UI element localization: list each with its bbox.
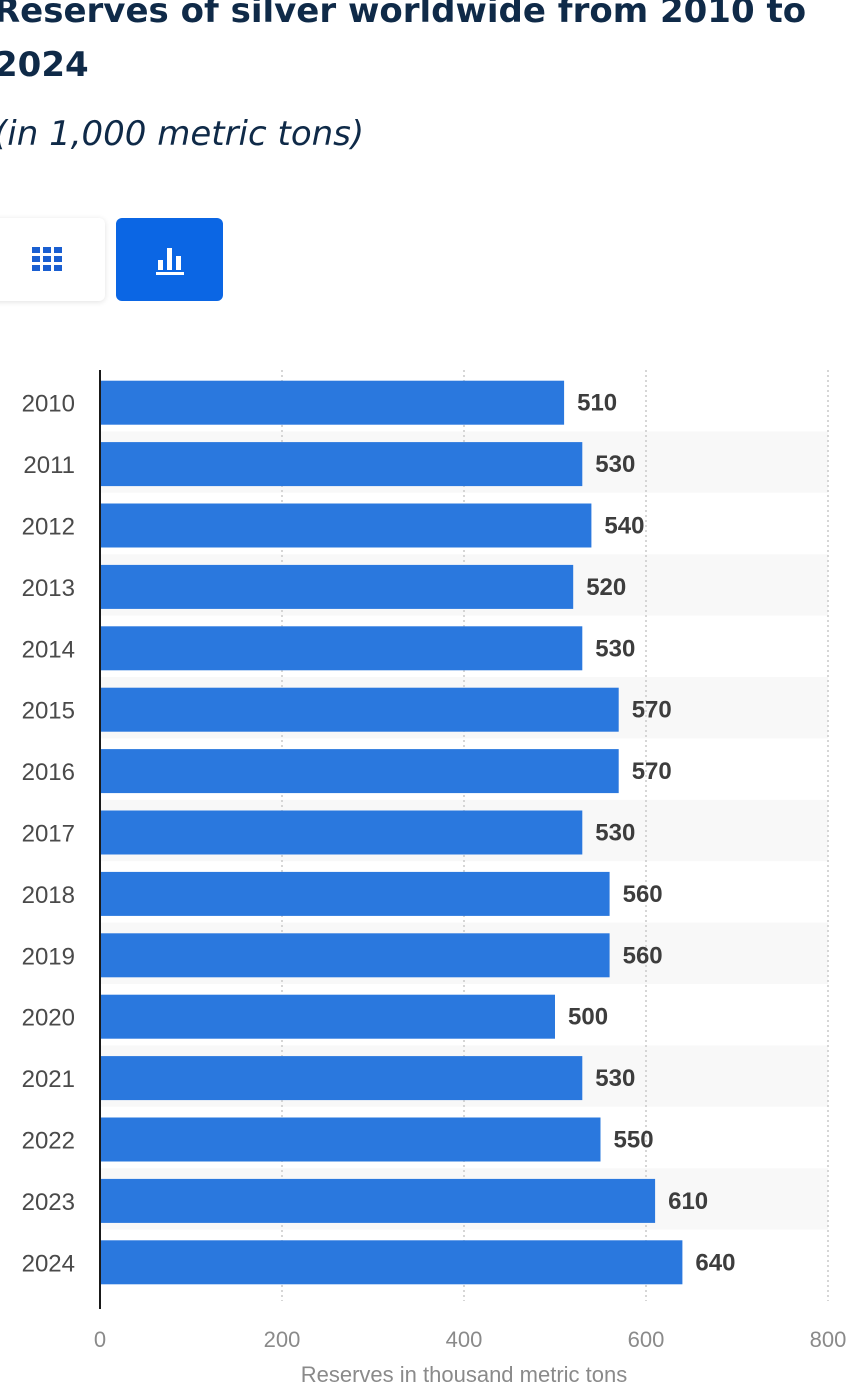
bar-chart-icon [155,247,184,275]
data-label: 570 [632,758,672,785]
y-tick-label: 2015 [22,698,75,725]
bar [100,1117,601,1162]
data-label: 560 [623,942,663,969]
bar [100,626,583,671]
y-tick-label: 2011 [23,452,75,479]
bar [100,564,574,609]
y-tick-label: 2017 [22,821,75,848]
bar [100,994,555,1039]
x-tick-label: 0 [94,1327,106,1350]
data-label: 560 [623,881,663,908]
data-label: 540 [604,513,644,540]
data-label: 550 [614,1127,654,1154]
y-tick-label: 2023 [22,1189,75,1216]
chart-title: Reserves of silver worldwide from 2010 t… [0,0,807,85]
bar-chart: 0 200 400 600 800 510 2010 530 2011 540 2012 520 201… [22,370,847,1350]
y-tick-label: 2013 [22,575,75,602]
x-tick-label: 200 [264,1327,301,1350]
bar [100,442,583,487]
y-tick-label: 2018 [22,882,75,909]
y-tick-label: 2010 [22,391,75,418]
bar [100,871,610,916]
data-label: 530 [595,1065,635,1092]
bar [100,1240,683,1285]
data-label: 520 [586,574,626,601]
bar [100,1178,656,1223]
bar [100,810,583,855]
chart-view-button[interactable] [116,218,223,301]
grid-table-icon [31,246,62,271]
data-label: 500 [568,1004,608,1031]
y-tick-label: 2014 [22,636,75,663]
bar [100,687,619,732]
data-label: 510 [577,390,617,417]
y-tick-label: 2024 [22,1250,75,1277]
bar [100,1056,583,1101]
x-tick-label: 400 [446,1327,483,1350]
y-tick-label: 2022 [22,1128,75,1155]
chart-subtitle: (in 1,000 metric tons) [0,114,365,154]
bar [100,503,592,548]
y-tick-label: 2020 [22,1005,75,1032]
data-label: 530 [595,451,635,478]
x-tick-label: 600 [628,1327,665,1350]
bar [100,933,610,978]
bar [100,380,565,425]
y-tick-label: 2016 [22,759,75,786]
data-label: 570 [632,697,672,724]
y-tick-label: 2021 [22,1066,75,1093]
bar [100,749,619,794]
x-axis-label: Reserves in thousand metric tons [300,1362,628,1387]
data-label: 640 [695,1249,735,1276]
table-view-button[interactable] [0,218,105,301]
y-tick-label: 2012 [22,514,75,541]
data-label: 610 [668,1188,708,1215]
y-tick-label: 2019 [22,943,75,970]
data-label: 530 [595,820,635,847]
data-label: 530 [595,635,635,662]
x-tick-label: 800 [810,1327,847,1350]
